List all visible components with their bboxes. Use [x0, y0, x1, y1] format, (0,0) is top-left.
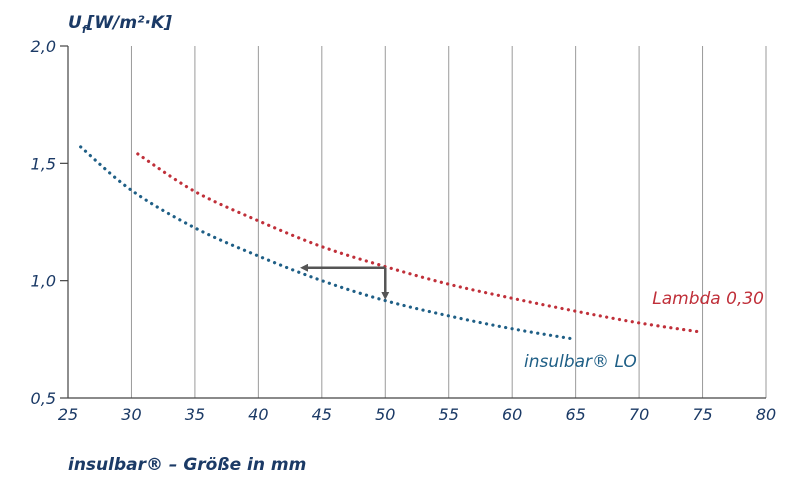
series-label-insulbar-lo: insulbar® LO	[524, 352, 637, 372]
x-tick-label: 70	[629, 405, 649, 424]
x-tick-label: 35	[185, 405, 205, 424]
y-tick-label: 0,5	[31, 389, 56, 408]
series	[79, 145, 705, 341]
x-tick-label: 60	[502, 405, 522, 424]
grid	[130, 46, 767, 398]
annotations	[300, 263, 390, 300]
series-line-1	[136, 152, 705, 334]
x-tick-label: 30	[121, 405, 141, 424]
x-tick-label: 50	[375, 405, 395, 424]
x-tick-label: 65	[565, 405, 585, 424]
x-tick-label: 55	[439, 405, 459, 424]
x-tick-label: 25	[58, 405, 78, 424]
x-tick-label: 80	[756, 405, 776, 424]
y-tick-label: 1,0	[31, 272, 56, 291]
series-label-lambda: Lambda 0,30	[652, 289, 764, 309]
y-tick-label: 1,5	[31, 154, 56, 173]
y-tick-label: 2,0	[31, 37, 56, 56]
series-line-0	[79, 145, 578, 341]
y-axis-label: Uf[W/m²·K]	[68, 13, 172, 36]
x-tick-label: 75	[692, 405, 712, 424]
labels: 0,5 1,0 1,5 2,0 25 30 35 40 45 50 55 60 65 70 75 80 insu…	[31, 13, 777, 475]
x-axis-label: insulbar® – Größe in mm	[68, 455, 306, 475]
x-tick-label: 45	[312, 405, 332, 424]
x-tick-label: 40	[248, 405, 268, 424]
axes	[60, 45, 766, 399]
